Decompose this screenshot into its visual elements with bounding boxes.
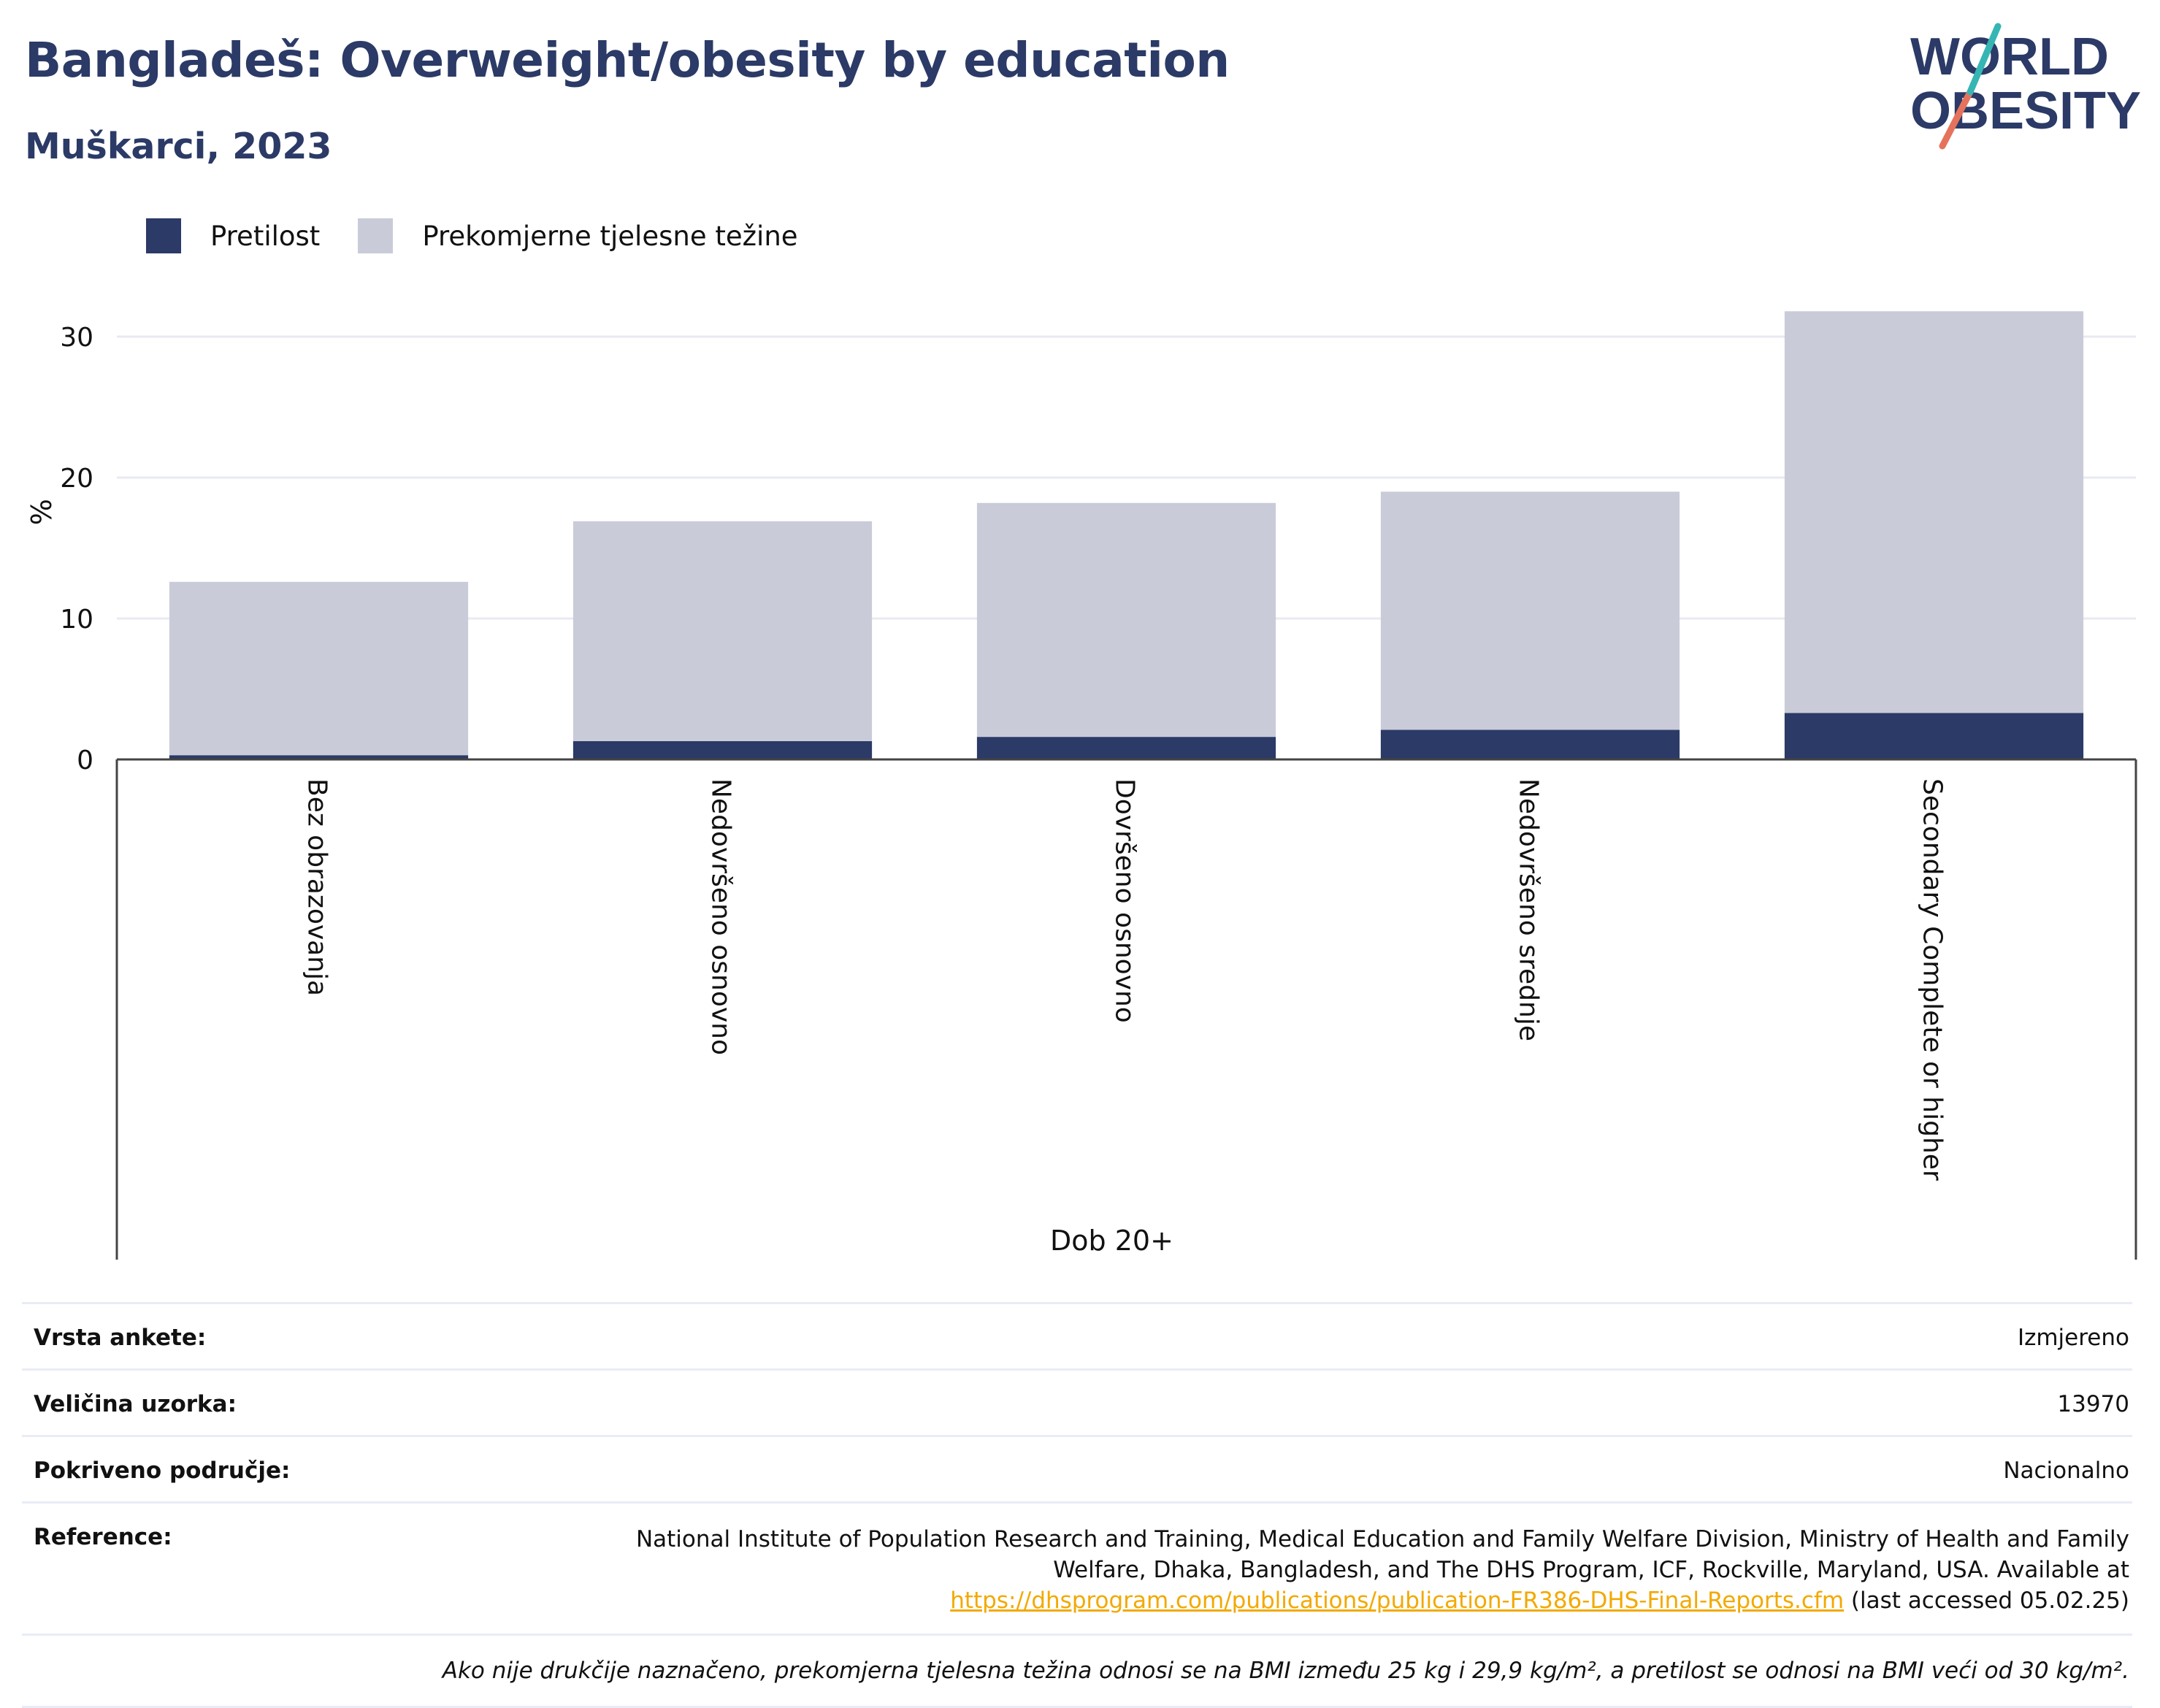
y-tick-label: 20 xyxy=(60,464,93,494)
y-tick-label: 30 xyxy=(60,323,93,353)
x-tick-label: Nedovršeno srednje xyxy=(1514,778,1544,1041)
survey-type-value: Izmjereno xyxy=(2017,1325,2129,1351)
bar-obesity xyxy=(572,740,873,759)
legend-label-obesity: Pretilost xyxy=(210,220,321,252)
info-table: Vrsta ankete: Izmjereno Veličina uzorka:… xyxy=(22,1302,2132,1708)
x-tick-label: Dovršeno osnovno xyxy=(1110,778,1140,1023)
y-tick-label: 10 xyxy=(60,605,93,635)
survey-type-label: Vrsta ankete: xyxy=(34,1325,207,1351)
coverage-label: Pokriveno područje: xyxy=(34,1458,291,1484)
reference-value: National Institute of Population Researc… xyxy=(596,1524,2129,1616)
legend-swatch-obesity xyxy=(146,218,181,253)
reference-link[interactable]: https://dhsprogram.com/publications/publ… xyxy=(950,1588,1845,1614)
bar-overweight xyxy=(976,502,1276,738)
reference-suffix: (last accessed 05.02.25) xyxy=(1850,1588,2129,1614)
info-row-reference: Reference: National Institute of Populat… xyxy=(22,1501,2132,1634)
info-row-sample-size: Veličina uzorka: 13970 xyxy=(22,1368,2132,1435)
definition-note: Ako nije drukčije naznačeno, prekomjerna… xyxy=(22,1634,2132,1708)
coverage-value: Nacionalno xyxy=(2003,1458,2129,1484)
sample-size-value: 13970 xyxy=(2057,1391,2129,1417)
svg-text:WORLD: WORLD xyxy=(1910,28,2109,86)
legend-item-overweight: Prekomjerne tjelesne težine xyxy=(358,218,798,253)
bar-overweight xyxy=(169,581,469,756)
legend-swatch-overweight xyxy=(358,218,394,253)
y-axis-label: % xyxy=(26,499,58,525)
x-tick-label: Nedovršeno osnovno xyxy=(706,778,736,1055)
bar-overweight xyxy=(1380,491,1680,730)
reference-text: National Institute of Population Researc… xyxy=(635,1526,2129,1583)
x-tick-label: Secondary Complete or higher xyxy=(1918,778,1948,1181)
sample-size-label: Veličina uzorka: xyxy=(34,1391,237,1417)
legend-label-overweight: Prekomjerne tjelesne težine xyxy=(422,220,798,252)
world-obesity-logo: WORLD OBESITY xyxy=(1910,23,2141,150)
svg-text:OBESITY: OBESITY xyxy=(1910,82,2141,140)
page-subtitle: Muškarci, 2023 xyxy=(25,126,332,167)
bar-obesity xyxy=(976,737,1276,759)
page-title: Bangladeš: Overweight/obesity by educati… xyxy=(25,32,1230,88)
bar-overweight xyxy=(1784,311,2084,713)
bar-chart: 0 10 20 30% Bez obrazovanja Nedovršeno osnovn… xyxy=(26,311,2137,1260)
info-row-coverage: Pokriveno područje: Nacionalno xyxy=(22,1435,2132,1501)
bar-overweight xyxy=(572,521,873,741)
reference-label: Reference: xyxy=(34,1524,172,1550)
bar-obesity xyxy=(1380,729,1680,759)
bar-obesity xyxy=(169,755,469,759)
info-row-survey-type: Vrsta ankete: Izmjereno xyxy=(22,1302,2132,1368)
x-axis-label: Dob 20+ xyxy=(1050,1225,1173,1257)
y-tick-label: 0 xyxy=(77,746,93,776)
x-tick-label: Bez obrazovanja xyxy=(302,778,332,996)
chart-legend: Pretilost Prekomjerne tjelesne težine xyxy=(146,216,836,256)
bar-obesity xyxy=(1784,713,2084,759)
legend-item-obesity: Pretilost xyxy=(146,218,320,253)
